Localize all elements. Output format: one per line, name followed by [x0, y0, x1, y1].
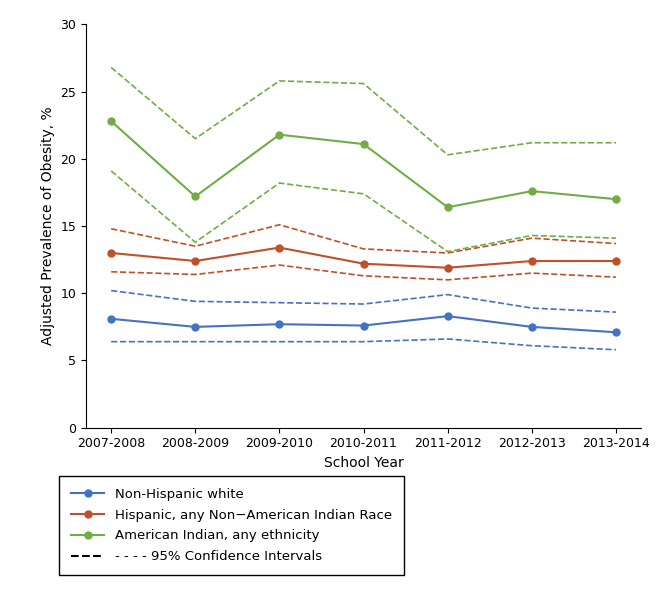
X-axis label: School Year: School Year: [324, 456, 403, 470]
Legend: Non-Hispanic white, Hispanic, any Non−American Indian Race, American Indian, any: Non-Hispanic white, Hispanic, any Non−Am…: [59, 476, 404, 575]
Y-axis label: Adjusted Prevalence of Obesity, %: Adjusted Prevalence of Obesity, %: [41, 107, 55, 345]
